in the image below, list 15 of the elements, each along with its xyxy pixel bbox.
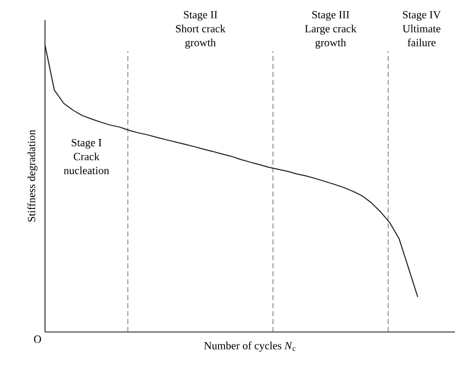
annotation: nucleation <box>64 166 110 174</box>
annotation: Crack <box>74 152 100 160</box>
x-axis-title: Number of cycles N$_{c}$ <box>204 342 296 352</box>
text: Stage IV <box>402 11 441 21</box>
annotation: failure <box>408 38 436 46</box>
text: Stage II <box>184 11 218 21</box>
text: O <box>34 336 42 343</box>
annotation: growth <box>316 38 346 49</box>
text: Large crack <box>304 24 356 35</box>
text: Ultimate <box>402 24 440 32</box>
annotation: growth <box>185 38 216 49</box>
y-axis-title: Stiffness degradation <box>27 130 38 222</box>
text: Stage III <box>312 11 350 21</box>
text: Short crack <box>176 24 226 32</box>
annotation: Stage I <box>72 138 102 149</box>
